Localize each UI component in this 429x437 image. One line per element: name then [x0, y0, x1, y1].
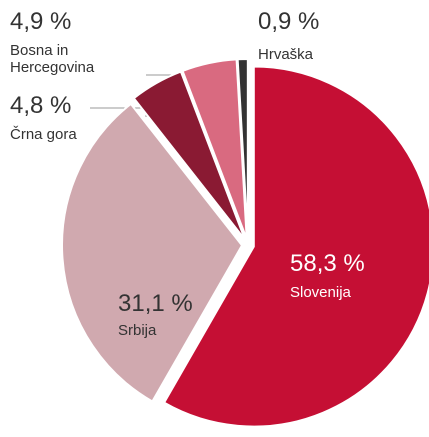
pie-slice	[132, 70, 246, 241]
category-label: Slovenija	[290, 284, 351, 301]
value-label: 31,1 %	[118, 290, 193, 317]
category-label: Bosna in Hercegovina	[10, 42, 95, 77]
value-label: 58,3 %	[290, 250, 365, 277]
pie-slice	[181, 58, 248, 240]
category-label: Črna gora	[10, 126, 77, 143]
category-label: Hrvaška	[258, 46, 314, 63]
value-label: 4,9 %	[10, 8, 72, 35]
pie-slice	[61, 102, 244, 403]
value-label: 0,9 %	[258, 8, 320, 35]
value-label: 4,8 %	[10, 92, 72, 119]
category-label: Srbija	[118, 322, 157, 339]
pie-slice	[236, 58, 249, 240]
pie-slice	[162, 65, 429, 428]
